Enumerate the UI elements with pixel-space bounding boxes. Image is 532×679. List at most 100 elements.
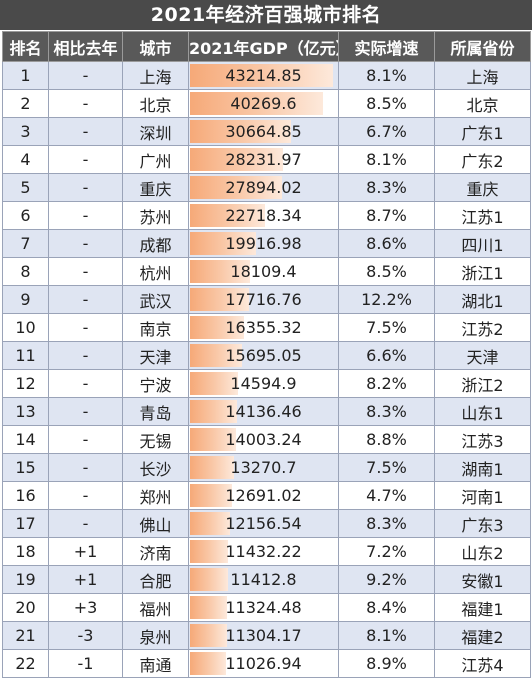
change-cell: - [48,285,123,314]
change-cell: - [48,313,123,342]
city-cell: 苏州 [122,201,189,230]
rank-cell: 15 [2,453,49,482]
gdp-bar [190,120,292,143]
growth-cell: 8.3% [338,397,435,426]
city-cell: 福州 [122,593,189,622]
change-cell: - [48,425,123,454]
rank-cell: 20 [2,593,49,622]
table-row: 16- 郑州 12691.02 4.7% 河南1 [2,481,531,510]
growth-cell: 4.7% [338,481,435,510]
province-cell: 天津 [434,341,531,370]
gdp-value: 12156.54 [225,514,302,533]
gdp-bar [190,288,249,311]
table-row: 13- 青岛 14136.46 8.3% 山东1 [2,397,531,426]
gdp-bar [190,456,234,479]
gdp-cell: 13270.7 [188,453,339,482]
gdp-bar [190,344,242,367]
growth-cell: 7.2% [338,537,435,566]
province-cell: 江苏4 [434,649,531,678]
province-cell: 山东2 [434,537,531,566]
gdp-cell: 14594.9 [188,369,339,398]
header-rank: 排名 [2,31,49,62]
table-row: 20 +3 福州 11324.48 8.4% 福建1 [2,593,531,622]
gdp-bar [190,652,227,675]
gdp-value: 11304.17 [225,626,302,645]
city-cell: 济南 [122,537,189,566]
gdp-cell: 11432.22 [188,537,339,566]
city-cell: 天津 [122,341,189,370]
rank-cell: 14 [2,425,49,454]
gdp-value: 12691.02 [225,486,302,505]
table-row: 10- 南京 16355.32 7.5% 江苏2 [2,313,531,342]
table-row: 2- 北京 40269.6 8.5% 北京 [2,89,531,118]
change-cell: +3 [48,593,123,622]
growth-cell: 8.1% [338,145,435,174]
growth-cell: 8.8% [338,425,435,454]
province-cell: 上海 [434,61,531,90]
gdp-cell: 43214.85 [188,61,339,90]
gdp-value: 13270.7 [230,458,297,477]
rank-cell: 13 [2,397,49,426]
gdp-value: 11324.48 [225,598,302,617]
table-row: 7- 成都 19916.98 8.6% 四川1 [2,229,531,258]
province-cell: 北京 [434,89,531,118]
gdp-bar [190,596,228,619]
city-cell: 佛山 [122,509,189,538]
gdp-bar [190,484,232,507]
table-row: 21 -3 泉州 11304.17 8.1% 福建2 [2,621,531,650]
city-cell: 重庆 [122,173,189,202]
city-cell: 北京 [122,89,189,118]
gdp-bar [190,92,324,115]
province-cell: 四川1 [434,229,531,258]
change-cell: - [48,453,123,482]
rank-cell: 16 [2,481,49,510]
province-cell: 浙江2 [434,369,531,398]
city-cell: 南京 [122,313,189,342]
growth-cell: 8.5% [338,257,435,286]
change-cell: - [48,145,123,174]
rank-cell: 22 [2,649,49,678]
rank-cell: 12 [2,369,49,398]
gdp-cell: 11412.8 [188,565,339,594]
change-cell: - [48,509,123,538]
gdp-cell: 16355.32 [188,313,339,342]
rank-cell: 2 [2,89,49,118]
gdp-value: 27894.02 [225,178,302,197]
gdp-bar [190,64,334,87]
gdp-value: 11412.8 [230,570,297,589]
gdp-value: 11026.94 [225,654,302,673]
rank-cell: 11 [2,341,49,370]
change-cell: - [48,61,123,90]
rank-cell: 5 [2,173,49,202]
gdp-bar [190,512,231,535]
growth-cell: 8.7% [338,201,435,230]
change-cell: - [48,173,123,202]
gdp-value: 16355.32 [225,318,302,337]
gdp-bar [190,540,228,563]
table-row: 8- 杭州 18109.4 8.5% 浙江1 [2,257,531,286]
city-cell: 青岛 [122,397,189,426]
gdp-cell: 11304.17 [188,621,339,650]
city-cell: 杭州 [122,257,189,286]
gdp-value: 22718.34 [225,206,302,225]
gdp-cell: 19916.98 [188,229,339,258]
rank-cell: 18 [2,537,49,566]
gdp-cell: 30664.85 [188,117,339,146]
gdp-cell: 14136.46 [188,397,339,426]
gdp-bar [190,260,250,283]
gdp-cell: 18109.4 [188,257,339,286]
city-cell: 合肥 [122,565,189,594]
gdp-bar [190,316,245,339]
header-growth: 实际增速 [338,31,435,62]
gdp-cell: 11026.94 [188,649,339,678]
table-row: 19 +1 合肥 11412.8 9.2% 安徽1 [2,565,531,594]
growth-cell: 8.6% [338,229,435,258]
rank-cell: 21 [2,621,49,650]
table-row: 11- 天津 15695.05 6.6% 天津 [2,341,531,370]
province-cell: 福建1 [434,593,531,622]
gdp-value: 40269.6 [230,94,297,113]
page-title: 2021年经济百强城市排名 [0,0,532,30]
gdp-cell: 17716.76 [188,285,339,314]
rank-cell: 9 [2,285,49,314]
city-cell: 宁波 [122,369,189,398]
